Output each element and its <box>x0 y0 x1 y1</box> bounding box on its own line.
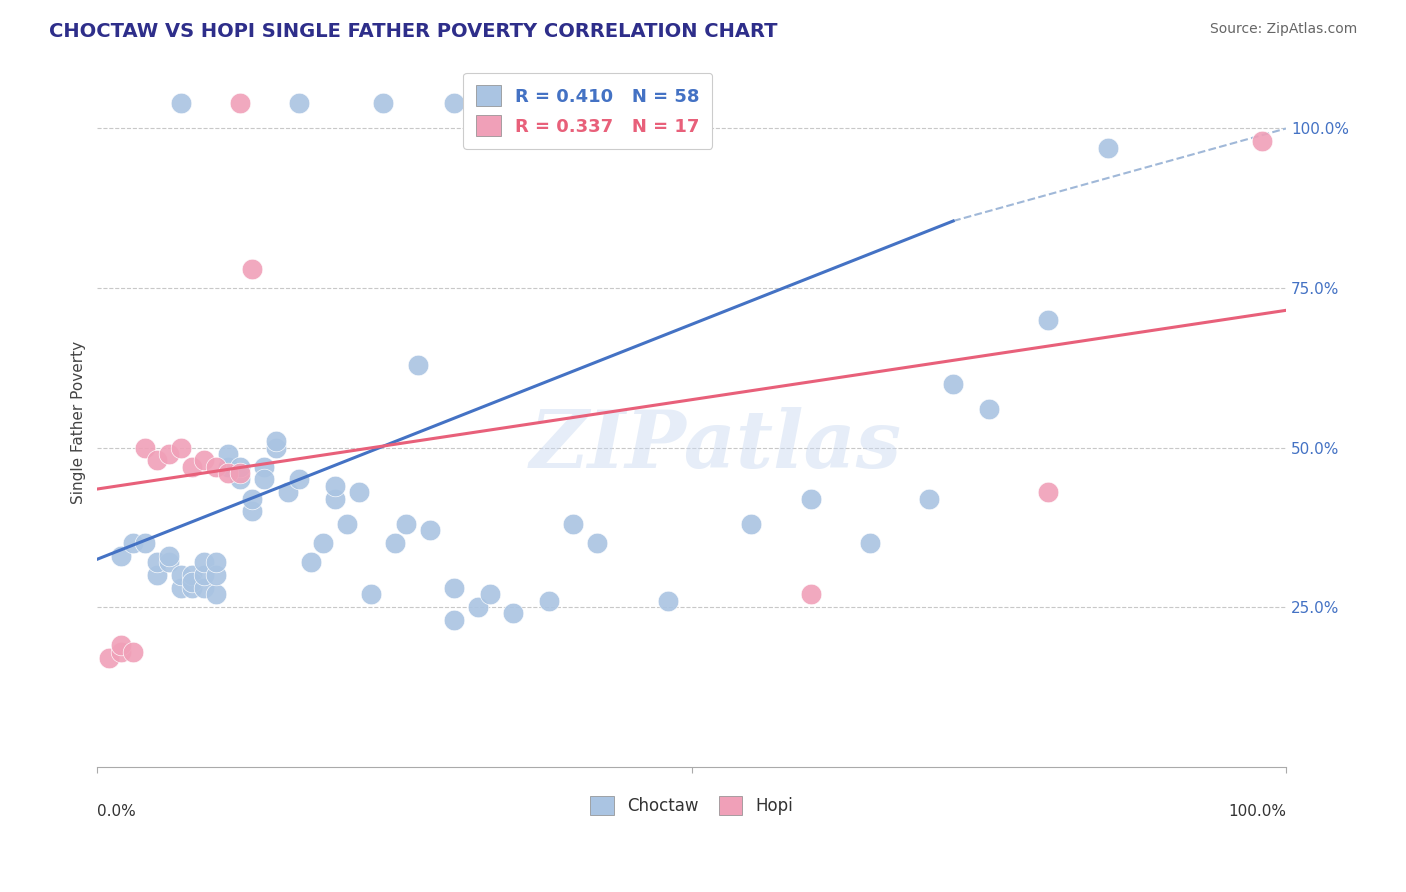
Point <box>478 587 501 601</box>
Point <box>419 524 441 538</box>
Point <box>157 549 180 563</box>
Y-axis label: Single Father Poverty: Single Father Poverty <box>72 341 86 504</box>
Point <box>110 638 132 652</box>
Point <box>312 536 335 550</box>
Point <box>110 549 132 563</box>
Point <box>657 593 679 607</box>
Point <box>288 95 311 110</box>
Point <box>134 441 156 455</box>
Point <box>240 504 263 518</box>
Point <box>205 459 228 474</box>
Point <box>169 581 191 595</box>
Point <box>336 517 359 532</box>
Point <box>942 376 965 391</box>
Point <box>169 441 191 455</box>
Point <box>134 536 156 550</box>
Point <box>205 568 228 582</box>
Point <box>323 479 346 493</box>
Point <box>371 95 394 110</box>
Point <box>181 568 204 582</box>
Point <box>229 459 252 474</box>
Text: 0.0%: 0.0% <box>97 805 136 820</box>
Point <box>360 587 382 601</box>
Point <box>977 402 1000 417</box>
Point <box>1038 313 1060 327</box>
Point <box>515 95 537 110</box>
Point <box>443 95 465 110</box>
Point <box>240 491 263 506</box>
Text: Source: ZipAtlas.com: Source: ZipAtlas.com <box>1209 22 1357 37</box>
Point <box>918 491 941 506</box>
Point <box>561 517 583 532</box>
Point <box>217 447 239 461</box>
Point <box>299 555 322 569</box>
Point <box>740 517 762 532</box>
Point <box>1097 141 1119 155</box>
Point <box>467 600 489 615</box>
Point <box>443 613 465 627</box>
Point <box>253 472 276 486</box>
Point <box>240 261 263 276</box>
Text: 100.0%: 100.0% <box>1227 805 1286 820</box>
Point <box>288 472 311 486</box>
Point <box>181 459 204 474</box>
Point <box>347 485 370 500</box>
Point <box>229 466 252 480</box>
Point <box>98 651 121 665</box>
Point <box>502 607 524 621</box>
Point <box>217 459 239 474</box>
Point <box>181 581 204 595</box>
Point <box>205 555 228 569</box>
Point <box>384 536 406 550</box>
Point <box>1251 134 1274 148</box>
Point <box>859 536 882 550</box>
Point <box>406 358 429 372</box>
Point <box>110 645 132 659</box>
Point <box>253 459 276 474</box>
Point <box>1038 485 1060 500</box>
Point <box>157 555 180 569</box>
Point <box>146 453 169 467</box>
Point <box>193 581 215 595</box>
Point <box>585 536 607 550</box>
Point <box>264 434 287 449</box>
Point <box>193 555 215 569</box>
Point <box>217 466 239 480</box>
Point <box>193 568 215 582</box>
Point <box>395 517 418 532</box>
Point <box>181 574 204 589</box>
Point <box>157 447 180 461</box>
Point <box>169 95 191 110</box>
Point <box>205 587 228 601</box>
Point <box>443 581 465 595</box>
Point <box>277 485 299 500</box>
Point <box>264 441 287 455</box>
Text: CHOCTAW VS HOPI SINGLE FATHER POVERTY CORRELATION CHART: CHOCTAW VS HOPI SINGLE FATHER POVERTY CO… <box>49 22 778 41</box>
Point <box>146 555 169 569</box>
Point <box>229 95 252 110</box>
Text: ZIPatlas: ZIPatlas <box>530 408 901 485</box>
Point <box>585 95 607 110</box>
Point <box>229 472 252 486</box>
Point <box>323 491 346 506</box>
Point <box>122 645 145 659</box>
Point <box>193 453 215 467</box>
Point <box>169 568 191 582</box>
Point <box>799 491 821 506</box>
Legend: Choctaw, Hopi: Choctaw, Hopi <box>582 788 801 823</box>
Point <box>122 536 145 550</box>
Point <box>537 593 560 607</box>
Point <box>146 568 169 582</box>
Point <box>799 587 821 601</box>
